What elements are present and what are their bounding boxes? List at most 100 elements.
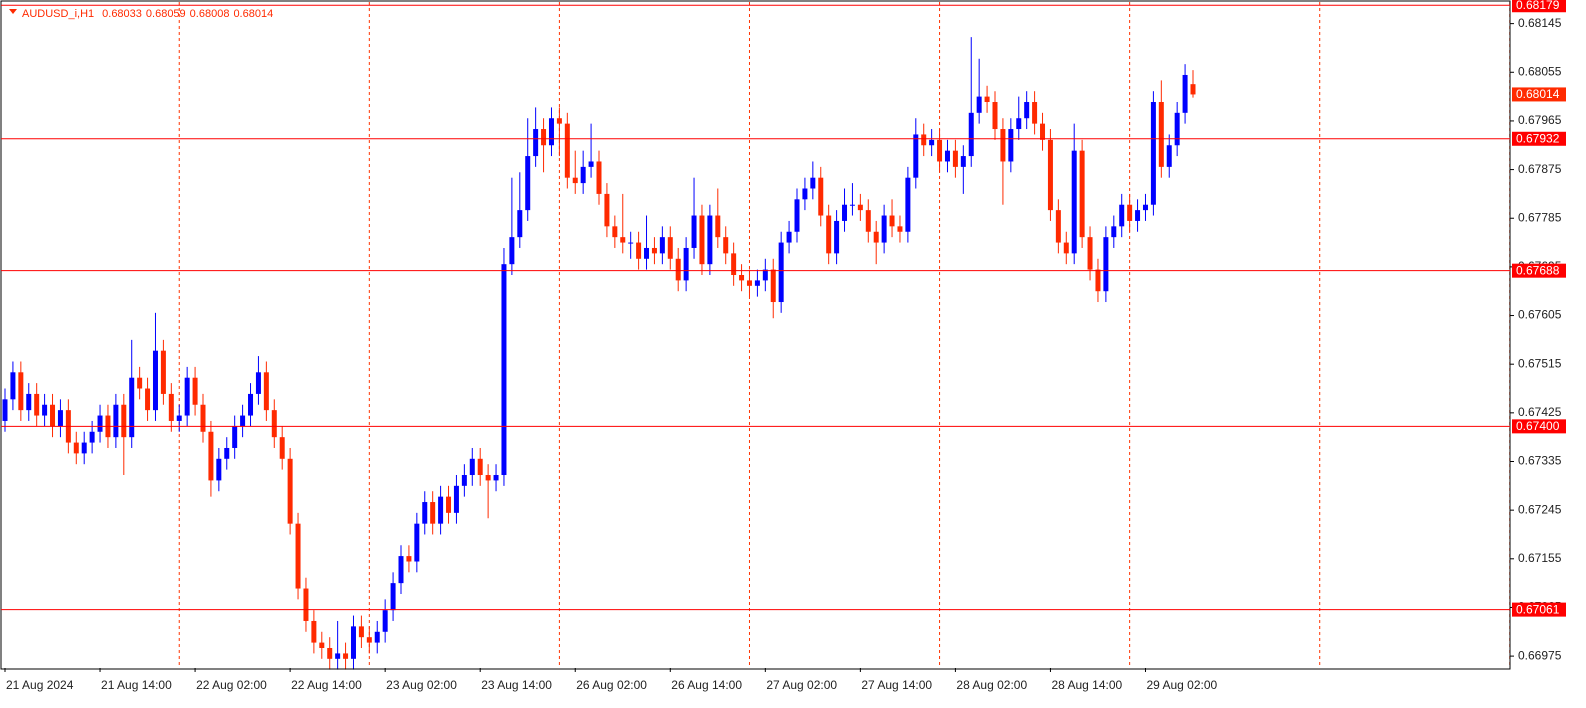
close-value: 0.68014	[233, 8, 273, 20]
level-label-box	[1512, 419, 1566, 434]
plot-border	[0, 0, 1511, 670]
candle-body	[564, 123, 570, 178]
candle-body	[303, 588, 309, 621]
candle-body	[636, 242, 642, 259]
candle-body	[26, 393, 32, 411]
candle-body	[152, 350, 158, 411]
x-tick-label: 23 Aug 02:00	[386, 678, 457, 692]
candle-body	[913, 134, 919, 178]
candle-body	[548, 118, 554, 146]
candle-body	[255, 372, 261, 394]
x-tick-label: 21 Aug 2024	[6, 678, 74, 692]
candle-body	[842, 204, 848, 221]
candle-body	[1111, 226, 1117, 238]
candle-body	[1190, 84, 1196, 95]
candle-body	[746, 280, 752, 286]
x-tick-label: 28 Aug 14:00	[1051, 678, 1122, 692]
candle-body	[754, 280, 760, 286]
candle-body	[129, 377, 135, 438]
candle-body	[667, 237, 673, 259]
candle-body	[778, 242, 784, 303]
y-tick-label: 0.67155	[1518, 551, 1562, 565]
candle-body	[263, 372, 269, 411]
candle-body	[628, 242, 634, 244]
candle-body	[834, 220, 840, 254]
candle-body	[1158, 102, 1164, 167]
candle-body	[572, 177, 578, 184]
candle-body	[453, 485, 459, 513]
candle-body	[1047, 139, 1053, 211]
candle-body	[944, 150, 950, 162]
candle-body	[493, 475, 499, 481]
candle-body	[1174, 112, 1180, 146]
candle-body	[1142, 204, 1148, 211]
candle-body	[905, 177, 911, 232]
candle-body	[873, 231, 879, 243]
low-value: 0.68008	[190, 8, 230, 20]
candle-body	[960, 156, 966, 167]
candle-body	[343, 653, 349, 659]
y-tick-label: 0.67965	[1518, 113, 1562, 127]
candle-body	[1087, 237, 1093, 270]
candle-body	[1016, 118, 1022, 130]
x-tick-label: 27 Aug 02:00	[766, 678, 837, 692]
y-tick-label: 0.68055	[1518, 64, 1562, 78]
candle-body	[691, 215, 697, 248]
level-label: 0.67932	[1516, 131, 1560, 145]
x-tick-label: 29 Aug 02:00	[1146, 678, 1217, 692]
candle-body	[485, 475, 491, 481]
candle-body	[683, 247, 689, 281]
level-label-box	[1512, 602, 1566, 617]
candle-body	[34, 393, 40, 416]
candle-body	[1095, 269, 1101, 292]
candle-body	[604, 193, 610, 227]
candle-body	[50, 404, 56, 427]
candle-body	[1008, 129, 1014, 162]
candle-body	[857, 204, 863, 211]
candle-body	[1063, 242, 1069, 254]
candle-body	[398, 556, 404, 584]
candle-body	[184, 377, 190, 416]
candle-body	[438, 496, 444, 524]
candle-body	[715, 215, 721, 238]
candle-body	[271, 410, 277, 438]
candle-body	[57, 410, 63, 427]
level-label: 0.67400	[1516, 419, 1560, 433]
candle-body	[739, 274, 745, 281]
level-label: 0.67061	[1516, 602, 1560, 616]
candle-body	[659, 237, 665, 254]
candle-body	[287, 458, 293, 524]
candle-body	[541, 129, 547, 146]
candle-body	[10, 372, 16, 400]
candle-body	[509, 237, 515, 265]
candle-body	[145, 388, 151, 411]
candle-body	[366, 637, 372, 643]
candle-body	[168, 393, 174, 421]
x-tick-label: 27 Aug 14:00	[861, 678, 932, 692]
candle-body	[1166, 145, 1172, 167]
candle-body	[248, 393, 254, 416]
candle-body	[319, 642, 325, 648]
collapse-arrow[interactable]	[9, 9, 17, 14]
candle-body	[525, 156, 531, 211]
plot-area	[2, 2, 1511, 670]
candle-body	[921, 134, 927, 146]
candle-body	[327, 647, 333, 659]
candle-body	[897, 226, 903, 232]
candle-body	[929, 139, 935, 146]
candle-body	[786, 231, 792, 243]
candle-body	[192, 377, 198, 405]
candle-body	[826, 215, 832, 254]
candle-body	[200, 404, 206, 432]
candle-body	[406, 556, 412, 562]
candle-body	[279, 437, 285, 459]
y-tick-label: 0.67605	[1518, 308, 1562, 322]
candle-body	[556, 118, 562, 124]
candle-body	[137, 377, 143, 389]
candle-body	[984, 96, 990, 103]
candle-body	[81, 442, 87, 454]
candle-body	[446, 496, 452, 513]
candle-body	[517, 210, 523, 238]
candle-body	[382, 610, 388, 632]
